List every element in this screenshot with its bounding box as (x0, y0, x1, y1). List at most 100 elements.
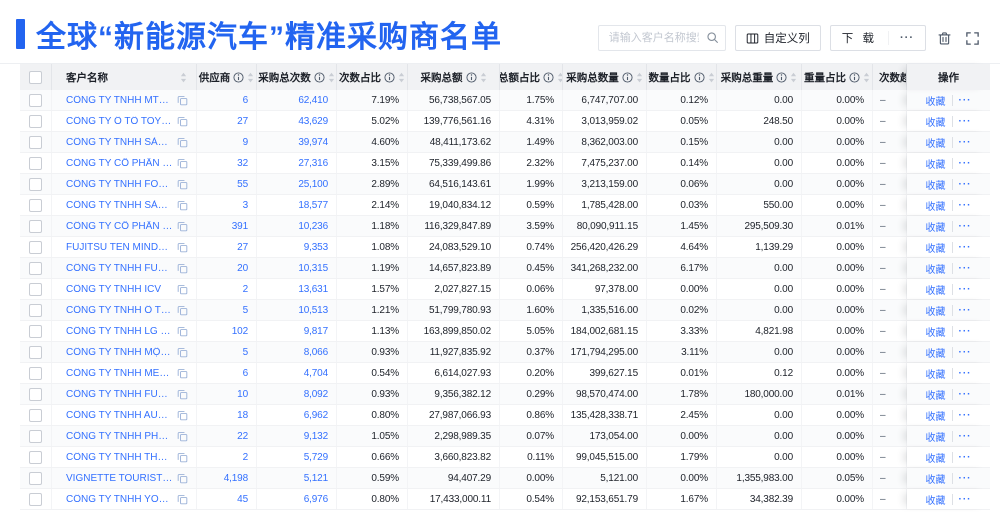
info-icon[interactable] (384, 71, 395, 83)
customer-name-link[interactable]: CÔNG TY TNHH LG ELECTRON... (66, 325, 173, 337)
favorite-button[interactable]: 收藏 (925, 348, 946, 360)
suppliers-link[interactable]: 45 (237, 493, 248, 505)
more-actions-button[interactable]: ··· (958, 346, 972, 358)
sort-icon[interactable] (180, 72, 187, 83)
copy-icon[interactable] (177, 431, 188, 442)
row-checkbox[interactable] (29, 240, 42, 254)
favorite-button[interactable]: 收藏 (925, 453, 946, 465)
copy-icon[interactable] (177, 389, 188, 400)
purchase_count-link[interactable]: 8,092 (303, 388, 328, 400)
copy-icon[interactable] (177, 410, 188, 421)
more-actions-button[interactable]: ··· (958, 409, 972, 421)
more-actions-button[interactable]: ··· (958, 367, 972, 379)
more-actions-button[interactable]: ··· (958, 115, 972, 127)
customer-name-link[interactable]: CÔNG TY TNHH YOKOWO VIỆT... (66, 493, 173, 505)
more-actions-button[interactable]: ··· (958, 430, 972, 442)
more-actions-button[interactable]: ··· (958, 199, 972, 211)
copy-icon[interactable] (177, 221, 188, 232)
favorite-button[interactable]: 收藏 (925, 96, 946, 108)
column-header-total_amount[interactable]: 采购总额 (408, 64, 500, 90)
customer-name-link[interactable]: CÔNG TY TNHH FURUKAWA A... (66, 388, 173, 400)
favorite-button[interactable]: 收藏 (925, 264, 946, 276)
purchase_count-link[interactable]: 6,976 (303, 493, 328, 505)
suppliers-link[interactable]: 3 (242, 199, 249, 211)
customer-name-link[interactable]: CÔNG TY TNHH THN AUTOPAR... (66, 451, 173, 463)
favorite-button[interactable]: 收藏 (925, 327, 946, 339)
copy-icon[interactable] (177, 116, 188, 127)
copy-icon[interactable] (177, 263, 188, 274)
suppliers-link[interactable]: 6 (242, 94, 249, 106)
download-button[interactable]: 下 载 (831, 26, 888, 50)
purchase_count-link[interactable]: 4,704 (303, 367, 328, 379)
more-actions-button[interactable]: ··· (958, 472, 972, 484)
suppliers-link[interactable]: 27 (237, 115, 248, 127)
sort-icon[interactable] (708, 72, 715, 83)
customer-name-link[interactable]: VIGNETTE TOURISTIQUE G UNI... (66, 472, 173, 484)
sort-icon[interactable] (247, 72, 254, 83)
row-checkbox[interactable] (29, 93, 42, 107)
customer-name-link[interactable]: CÔNG TY TNHH MTV SẢN XUẤ... (66, 94, 173, 106)
copy-icon[interactable] (177, 452, 188, 463)
info-icon[interactable] (465, 71, 477, 83)
favorite-button[interactable]: 收藏 (925, 390, 946, 402)
copy-icon[interactable] (177, 284, 188, 295)
favorite-button[interactable]: 收藏 (925, 495, 946, 507)
copy-icon[interactable] (177, 179, 188, 190)
column-header-count_pct[interactable]: 次数占比 (337, 64, 408, 90)
row-checkbox[interactable] (29, 324, 42, 338)
search-input[interactable] (597, 25, 726, 51)
customer-name-link[interactable]: CÔNG TY CỔ PHẦN SẢN XUẤT... (66, 220, 173, 232)
purchase_count-link[interactable]: 9,817 (303, 325, 328, 337)
customer-name-link[interactable]: CÔNG TY TNHH FORD VIỆT NAM (66, 178, 173, 190)
suppliers-link[interactable]: 5 (242, 346, 249, 358)
purchase_count-link[interactable]: 62,410 (298, 94, 328, 106)
suppliers-link[interactable]: 9 (242, 136, 249, 148)
sort-icon[interactable] (398, 72, 405, 83)
purchase_count-link[interactable]: 39,974 (298, 136, 328, 148)
column-header-name[interactable]: 客户名称 (52, 64, 197, 90)
purchase_count-link[interactable]: 5,121 (303, 472, 328, 484)
column-header-amount_pct[interactable]: 总额占比 (500, 64, 563, 90)
more-actions-button[interactable]: ··· (958, 94, 972, 106)
suppliers-link[interactable]: 102 (231, 325, 248, 337)
favorite-button[interactable]: 收藏 (925, 369, 946, 381)
row-checkbox[interactable] (29, 387, 42, 401)
customer-name-link[interactable]: CÔNG TY TNHH Ô TÔ MITSUBI... (66, 304, 173, 316)
customer-name-link[interactable]: CÔNG TY Ô TÔ TOYOTA VIỆT ... (66, 115, 173, 127)
copy-icon[interactable] (177, 137, 188, 148)
suppliers-link[interactable]: 18 (237, 409, 248, 421)
sort-icon[interactable] (557, 72, 562, 83)
suppliers-link[interactable]: 20 (237, 262, 248, 274)
favorite-button[interactable]: 收藏 (925, 432, 946, 444)
row-checkbox[interactable] (29, 198, 42, 212)
purchase_count-link[interactable]: 9,353 (303, 241, 328, 253)
suppliers-link[interactable]: 55 (237, 178, 248, 190)
purchase_count-link[interactable]: 10,315 (298, 262, 328, 274)
suppliers-link[interactable]: 27 (237, 241, 248, 253)
row-checkbox[interactable] (29, 114, 42, 128)
more-actions-button[interactable]: ··· (958, 241, 972, 253)
copy-icon[interactable] (177, 242, 188, 253)
more-actions-button[interactable]: ··· (958, 178, 972, 190)
info-icon[interactable] (776, 71, 787, 83)
copy-icon[interactable] (177, 305, 188, 316)
customer-name-link[interactable]: CÔNG TY TNHH SẢN XUẤT VÀ ... (66, 199, 173, 211)
more-actions-button[interactable]: ··· (958, 493, 972, 505)
customer-name-link[interactable]: FUJITSU TEN MINDA INDIA PVT... (66, 241, 173, 253)
row-checkbox[interactable] (29, 345, 42, 359)
row-checkbox[interactable] (29, 219, 42, 233)
copy-icon[interactable] (177, 347, 188, 358)
suppliers-link[interactable]: 32 (237, 157, 248, 169)
row-checkbox[interactable] (29, 429, 42, 443)
suppliers-link[interactable]: 2 (242, 451, 249, 463)
favorite-button[interactable]: 收藏 (925, 159, 946, 171)
column-header-suppliers[interactable]: 供应商 (197, 64, 257, 90)
favorite-button[interactable]: 收藏 (925, 117, 946, 129)
suppliers-link[interactable]: 4,198 (223, 472, 248, 484)
favorite-button[interactable]: 收藏 (925, 285, 946, 297)
row-checkbox[interactable] (29, 492, 42, 506)
copy-icon[interactable] (177, 368, 188, 379)
purchase_count-link[interactable]: 18,577 (298, 199, 328, 211)
purchase_count-link[interactable]: 43,629 (298, 115, 328, 127)
column-header-quantity_pct[interactable]: 数量占比 (647, 64, 717, 90)
